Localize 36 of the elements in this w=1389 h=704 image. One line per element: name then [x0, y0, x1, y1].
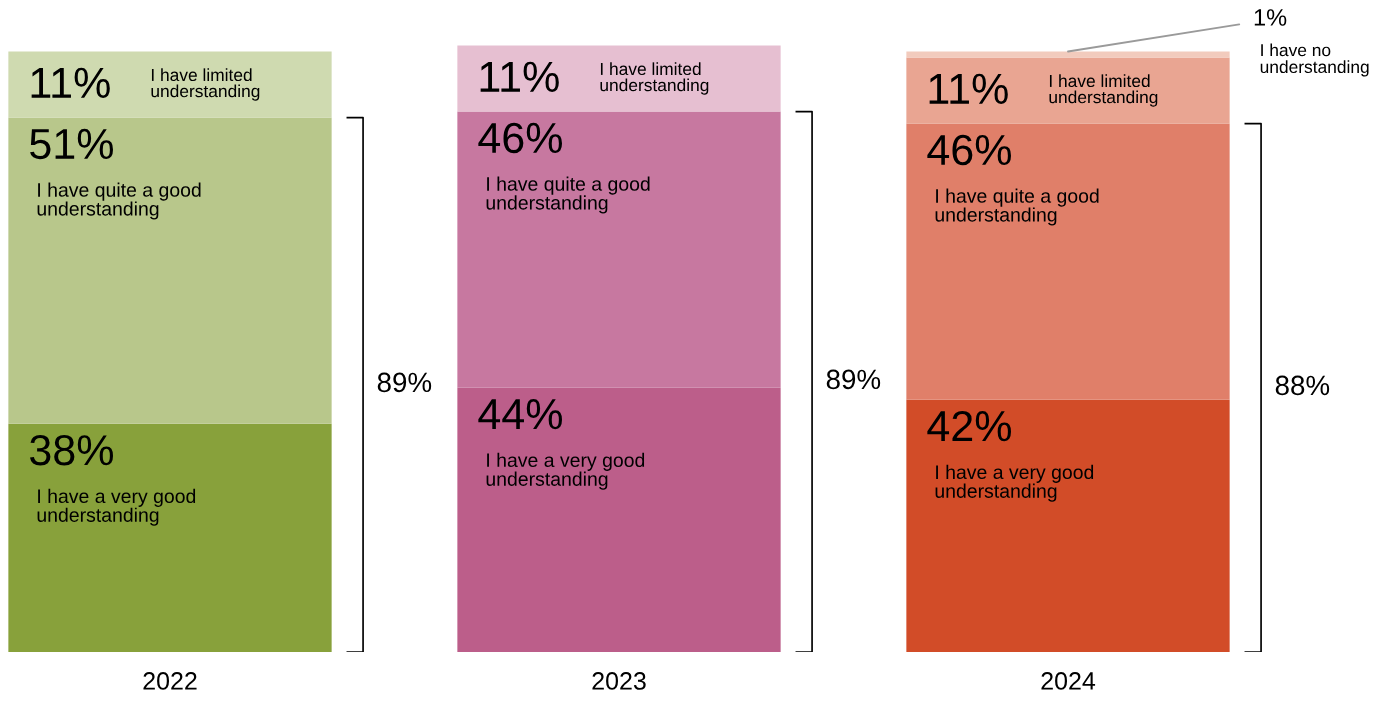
bar — [8, 423, 332, 652]
bar — [906, 57, 1230, 124]
bar — [8, 51, 332, 118]
x-tick-label: 2023 — [592, 672, 646, 690]
series-label: I have no understanding — [1260, 43, 1369, 77]
text: I have quite a good understanding — [37, 182, 201, 220]
x-tick-label: 2022 — [143, 672, 197, 690]
annotation: 89% — [377, 372, 432, 393]
bar — [906, 123, 1230, 400]
series-label: I have quite a good understanding — [486, 176, 650, 214]
series-label: I have a very good understanding — [486, 452, 645, 490]
text: I have a very good understanding — [935, 464, 1094, 502]
bar — [906, 399, 1230, 652]
data-label: 11% — [929, 73, 1008, 104]
text: I have quite a good understanding — [935, 188, 1099, 226]
bar — [457, 111, 781, 388]
bar — [457, 387, 781, 652]
x-tick-label: 2024 — [1041, 672, 1096, 690]
bar — [457, 45, 781, 112]
data-label: 44% — [478, 399, 562, 430]
annotation: 88% — [1275, 375, 1330, 396]
series-label: I have limited understanding — [600, 62, 709, 95]
text: I have a very good understanding — [37, 488, 196, 526]
data-label: 11% — [31, 67, 110, 98]
bar — [8, 117, 332, 424]
data-label: 51% — [30, 128, 113, 160]
data-label: 1% — [1254, 9, 1287, 26]
bar — [906, 51, 1230, 58]
text: I have limited understanding — [151, 68, 260, 101]
data-label: 42% — [927, 410, 1011, 442]
data-label: 11% — [480, 61, 559, 92]
text: I have limited understanding — [1049, 74, 1158, 107]
data-label: 38% — [30, 434, 113, 466]
data-label: 46% — [927, 134, 1011, 166]
data-label: 46% — [478, 122, 562, 154]
annotation: 89% — [826, 369, 881, 390]
